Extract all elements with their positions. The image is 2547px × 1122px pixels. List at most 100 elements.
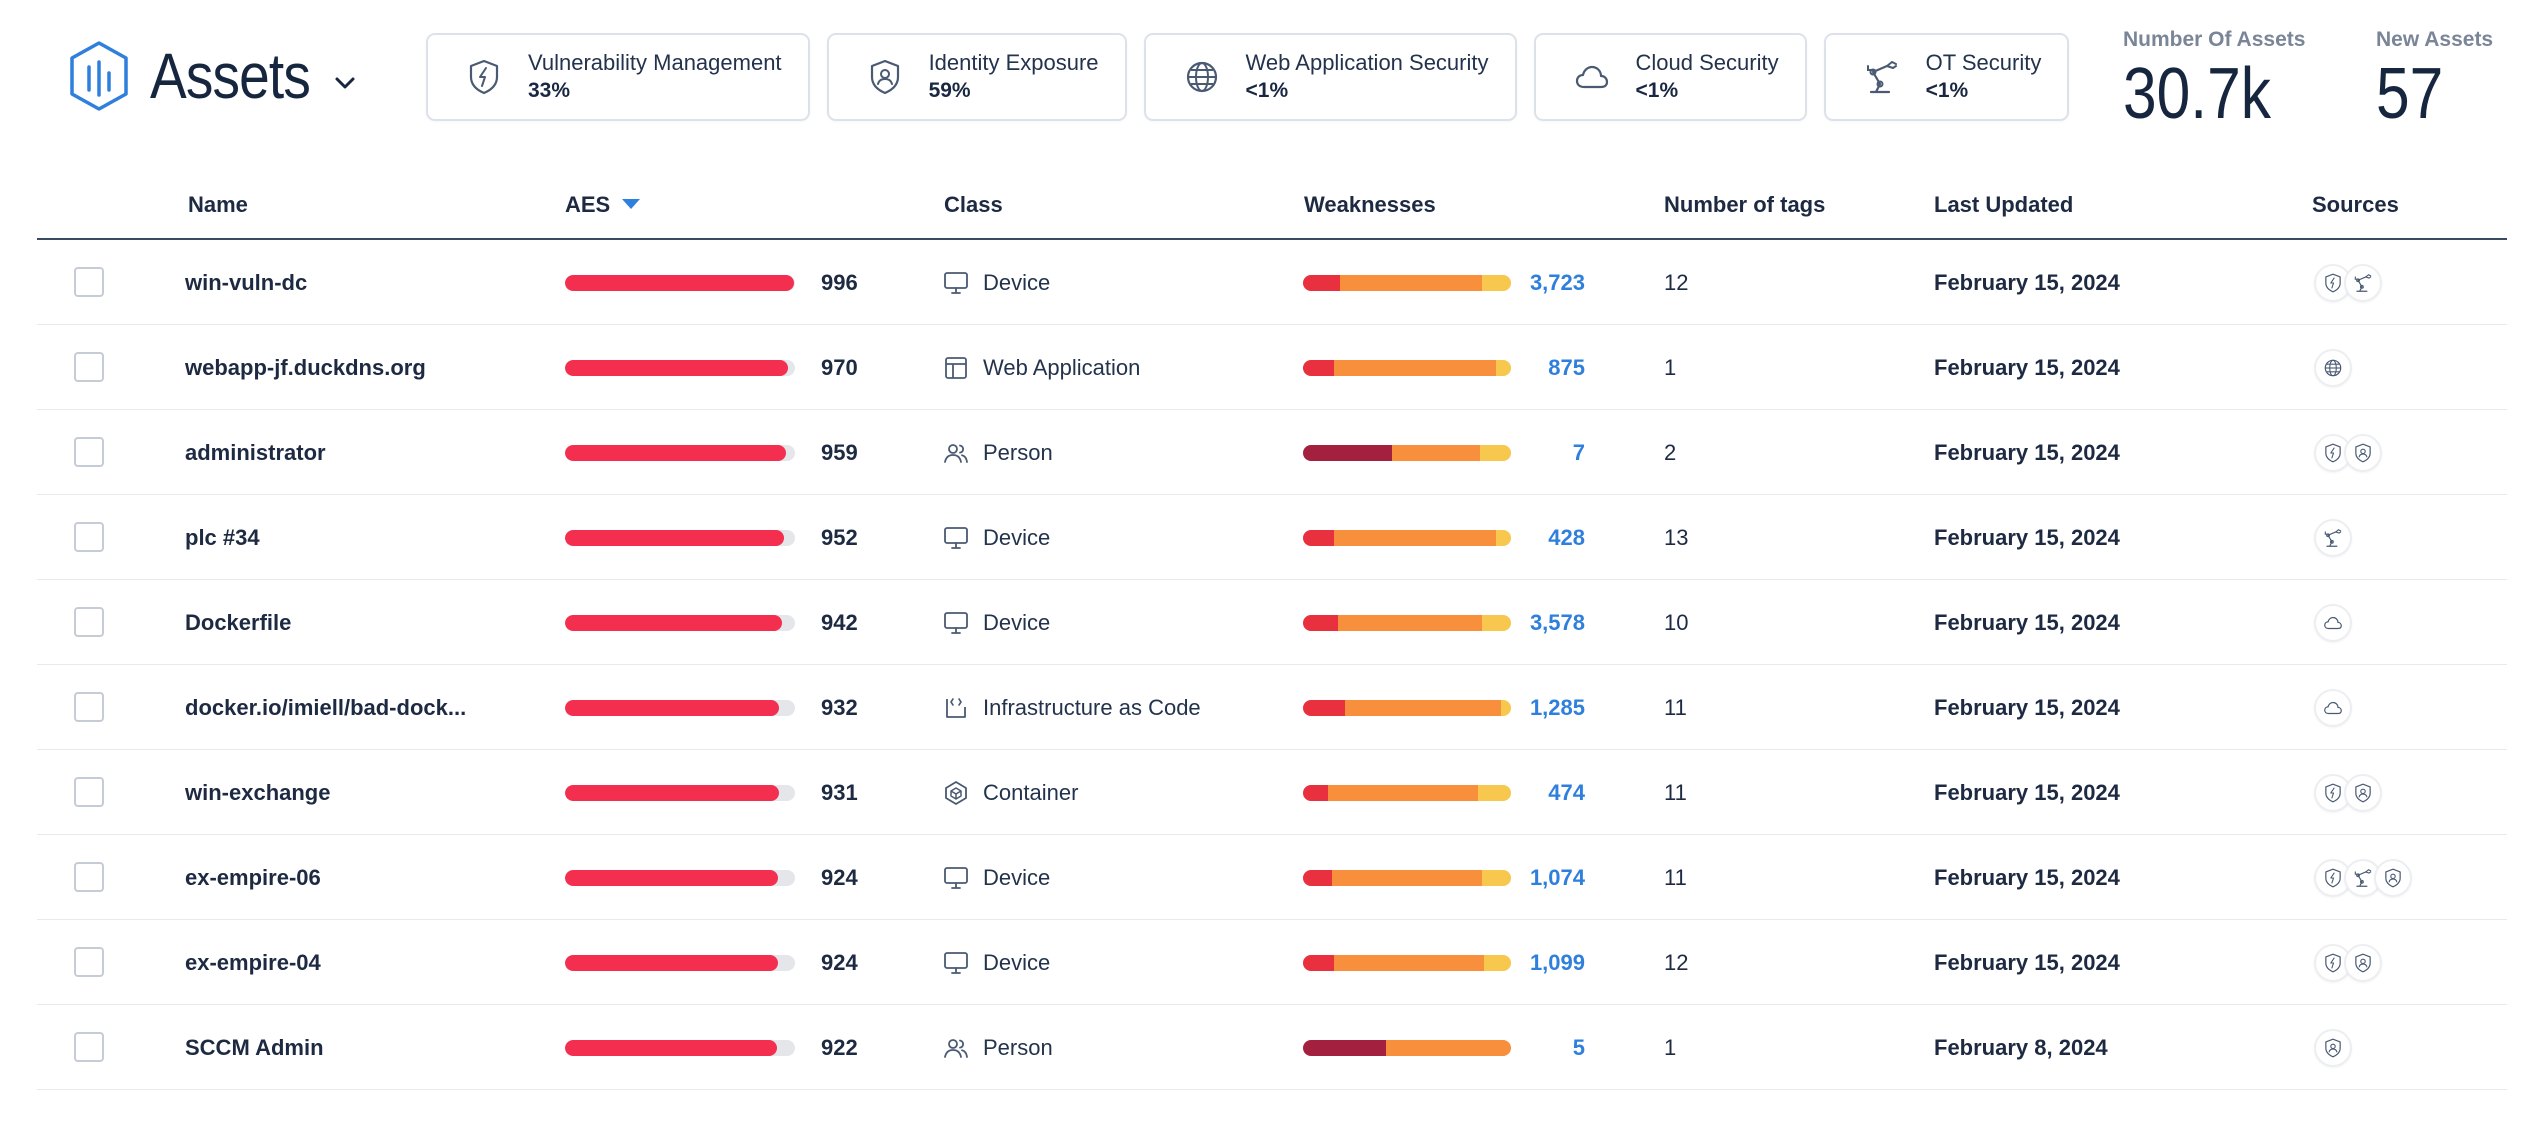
last-updated-date: February 15, 2024 <box>1934 949 2120 975</box>
source-cloud-icon[interactable] <box>2314 688 2352 727</box>
row-select-checkbox[interactable] <box>74 437 104 467</box>
table-row[interactable]: ex-empire-06 924 Device 1,074 11 February 15,… <box>37 835 2507 920</box>
source-ot-robot-arm-icon[interactable] <box>2314 518 2352 557</box>
row-select-checkbox[interactable] <box>74 1032 104 1062</box>
weakness-severity-bar <box>1303 274 1511 291</box>
module-card-web-application-security[interactable]: Web Application Security <1% <box>1143 33 1517 121</box>
column-header-name[interactable]: Name <box>188 192 248 217</box>
table-row[interactable]: docker.io/imiell/bad-dock... 932 Infrastru… <box>37 665 2507 750</box>
row-select-checkbox[interactable] <box>74 522 104 552</box>
weakness-segment <box>1338 614 1482 631</box>
weaknesses-count-link[interactable]: 1,285 <box>1529 694 1585 720</box>
weaknesses-cell: 7 <box>1303 410 1585 495</box>
table-row[interactable]: win-vuln-dc 996 Device 3,723 12 February 15, … <box>37 240 2507 325</box>
weakness-segment <box>1496 359 1511 376</box>
tags-cell: 1 <box>1664 1005 1676 1090</box>
table-header: Name AES Class Weaknesses Number of tags… <box>37 170 2507 240</box>
weaknesses-count-link[interactable]: 7 <box>1572 439 1585 465</box>
table-row[interactable]: Dockerfile 942 Device 3,578 10 February 15, 2… <box>37 580 2507 665</box>
row-select-checkbox[interactable] <box>74 267 104 297</box>
weakness-segment <box>1481 869 1511 886</box>
aes-score-bar <box>565 1039 795 1056</box>
column-header-class[interactable]: Class <box>944 192 1003 217</box>
table-row[interactable]: webapp-jf.duckdns.org 970 Web Application 8… <box>37 325 2507 410</box>
weakness-segment <box>1303 274 1341 291</box>
aes-score-value: 924 <box>821 949 858 975</box>
asset-name-link[interactable]: plc #34 <box>185 524 260 550</box>
source-identity-shield-icon[interactable] <box>2344 773 2382 812</box>
aes-cell: 970 <box>565 325 861 410</box>
row-select-checkbox[interactable] <box>74 862 104 892</box>
source-identity-shield-icon[interactable] <box>2344 433 2382 472</box>
module-card-cloud-security[interactable]: Cloud Security <1% <box>1533 33 1807 121</box>
weakness-segment <box>1303 444 1393 461</box>
column-header-weaknesses[interactable]: Weaknesses <box>1304 192 1436 217</box>
column-header-sources[interactable]: Sources <box>2312 192 2399 217</box>
weakness-segment <box>1303 359 1335 376</box>
weaknesses-count-link[interactable]: 875 <box>1548 354 1585 380</box>
weaknesses-count-link[interactable]: 428 <box>1548 524 1585 550</box>
weakness-segment <box>1340 274 1482 291</box>
sources-cell <box>2314 920 2382 1005</box>
weakness-segment <box>1303 954 1335 971</box>
name-cell: win-vuln-dc <box>185 240 307 325</box>
source-identity-shield-icon[interactable] <box>2344 943 2382 982</box>
table-row[interactable]: administrator 959 Person 7 2 February 15, 202… <box>37 410 2507 495</box>
asset-name-link[interactable]: ex-empire-06 <box>185 864 321 890</box>
weaknesses-count-link[interactable]: 3,578 <box>1529 609 1585 635</box>
column-header-last-updated[interactable]: Last Updated <box>1934 192 2074 217</box>
identity-shield-icon <box>865 57 905 97</box>
module-card-ot-security[interactable]: OT Security <1% <box>1823 33 2070 121</box>
asset-view-selector[interactable]: Assets <box>68 40 360 112</box>
asset-name-link[interactable]: win-vuln-dc <box>185 269 308 295</box>
weaknesses-count-link[interactable]: 3,723 <box>1529 269 1585 295</box>
source-globe-icon[interactable] <box>2314 348 2352 387</box>
tags-count: 2 <box>1664 439 1677 465</box>
asset-name-link[interactable]: administrator <box>185 439 326 465</box>
module-coverage: <1% <box>1635 79 1679 102</box>
source-cloud-icon[interactable] <box>2314 603 2352 642</box>
class-cell: Device <box>943 835 1050 920</box>
source-identity-shield-icon[interactable] <box>2314 1028 2352 1067</box>
row-select-checkbox[interactable] <box>74 777 104 807</box>
updated-cell: February 15, 2024 <box>1934 240 2120 325</box>
asset-name-link[interactable]: webapp-jf.duckdns.org <box>185 354 426 380</box>
weaknesses-count-link[interactable]: 1,074 <box>1529 864 1585 890</box>
aes-score-value: 924 <box>821 864 858 890</box>
weakness-segment <box>1334 359 1497 376</box>
table-row[interactable]: SCCM Admin 922 Person 5 1 February 8, 2024 <box>37 1005 2507 1090</box>
asset-class-label: Web Application <box>983 354 1141 380</box>
module-card-identity-exposure[interactable]: Identity Exposure 59% <box>826 33 1127 121</box>
table-row[interactable]: plc #34 952 Device 428 13 February 15, 2024 <box>37 495 2507 580</box>
source-ot-robot-arm-icon[interactable] <box>2344 858 2382 897</box>
row-select-checkbox[interactable] <box>74 692 104 722</box>
asset-name-link[interactable]: Dockerfile <box>185 609 292 635</box>
table-row[interactable]: ex-empire-04 924 Device 1,099 12 February 15,… <box>37 920 2507 1005</box>
weaknesses-count-link[interactable]: 1,099 <box>1529 949 1585 975</box>
module-card-vulnerability-management[interactable]: Vulnerability Management 33% <box>426 33 810 121</box>
column-header-tags[interactable]: Number of tags <box>1664 192 1826 217</box>
asset-name-link[interactable]: ex-empire-04 <box>185 949 321 975</box>
row-select-checkbox[interactable] <box>74 607 104 637</box>
aes-score-fill <box>565 784 780 801</box>
weaknesses-cell: 5 <box>1303 1005 1585 1090</box>
row-select-checkbox[interactable] <box>74 352 104 382</box>
asset-name-link[interactable]: docker.io/imiell/bad-dock... <box>185 694 467 720</box>
aes-score-bar <box>565 869 795 886</box>
row-select-checkbox[interactable] <box>74 947 104 977</box>
table-row[interactable]: win-exchange 931 Container 474 11 February 15… <box>37 750 2507 835</box>
chevron-down-icon[interactable] <box>330 68 360 98</box>
asset-name-link[interactable]: win-exchange <box>185 779 331 805</box>
aes-score-value: 942 <box>821 609 858 635</box>
source-ot-robot-arm-icon[interactable] <box>2344 263 2382 302</box>
asset-class-label: Device <box>983 269 1051 295</box>
weaknesses-count-link[interactable]: 474 <box>1548 779 1585 805</box>
asset-class-label: Device <box>983 949 1051 975</box>
weaknesses-count-link[interactable]: 5 <box>1572 1034 1585 1060</box>
weaknesses-cell: 1,074 <box>1303 835 1585 920</box>
source-identity-shield-icon[interactable] <box>2374 858 2412 897</box>
tags-count: 13 <box>1664 524 1689 550</box>
column-header-aes[interactable]: AES <box>565 192 641 218</box>
updated-cell: February 15, 2024 <box>1934 920 2120 1005</box>
asset-name-link[interactable]: SCCM Admin <box>185 1034 324 1060</box>
